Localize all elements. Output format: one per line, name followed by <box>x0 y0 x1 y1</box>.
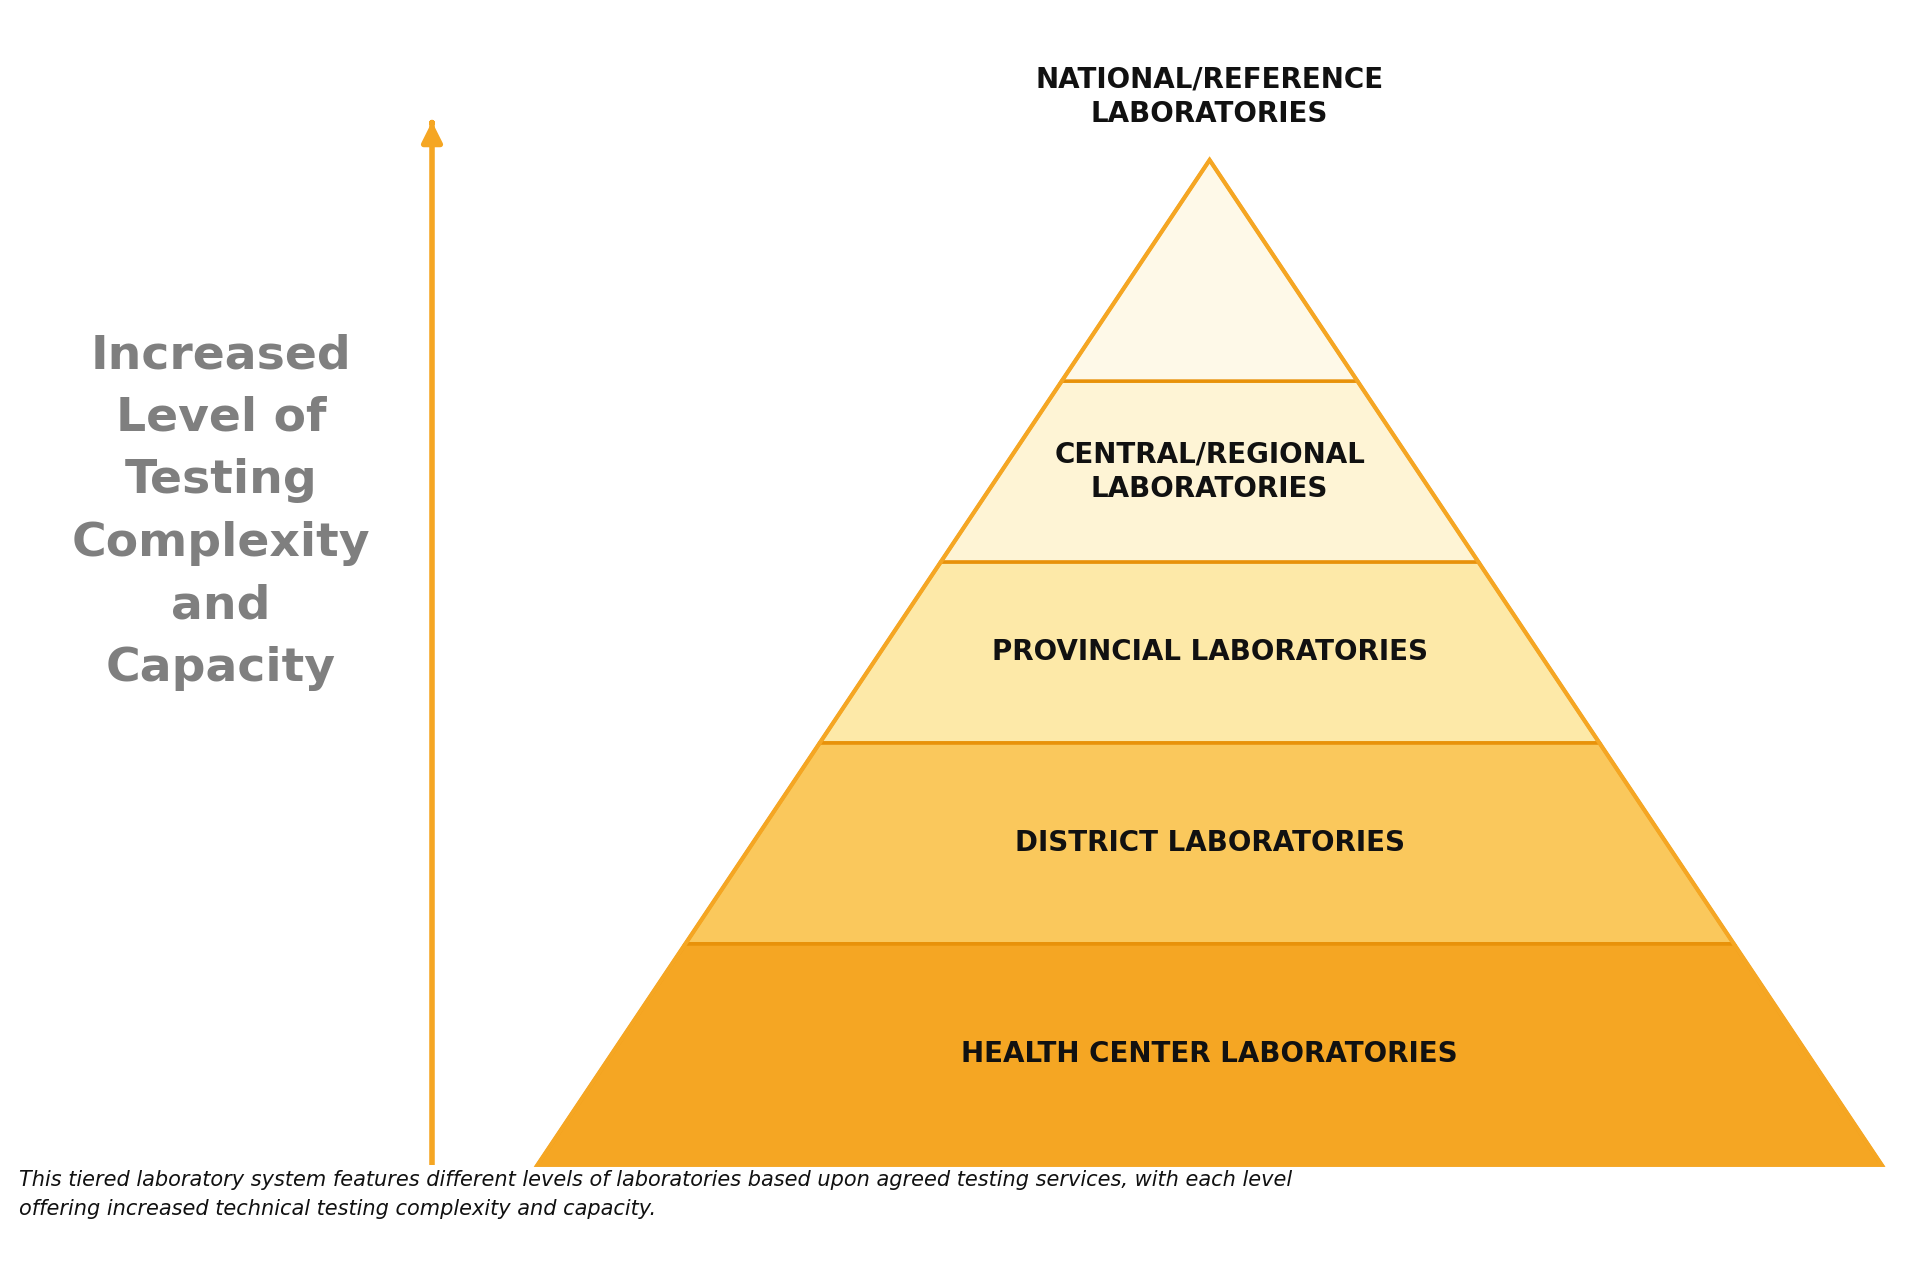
Text: offering increased technical testing complexity and capacity.: offering increased technical testing com… <box>19 1198 657 1219</box>
Text: DISTRICT LABORATORIES: DISTRICT LABORATORIES <box>1014 829 1405 858</box>
Polygon shape <box>1062 160 1357 381</box>
Polygon shape <box>941 381 1478 562</box>
Polygon shape <box>685 742 1734 943</box>
Text: Increased
Level of
Testing
Complexity
and
Capacity: Increased Level of Testing Complexity an… <box>71 333 371 691</box>
Text: PROVINCIAL LABORATORIES: PROVINCIAL LABORATORIES <box>991 639 1428 667</box>
Text: This tiered laboratory system features different levels of laboratories based up: This tiered laboratory system features d… <box>19 1170 1292 1190</box>
Text: NATIONAL/REFERENCE
LABORATORIES: NATIONAL/REFERENCE LABORATORIES <box>1035 65 1384 128</box>
Polygon shape <box>538 943 1882 1165</box>
Polygon shape <box>820 562 1599 742</box>
Text: CENTRAL/REGIONAL
LABORATORIES: CENTRAL/REGIONAL LABORATORIES <box>1054 440 1365 503</box>
Text: HEALTH CENTER LABORATORIES: HEALTH CENTER LABORATORIES <box>962 1041 1457 1069</box>
